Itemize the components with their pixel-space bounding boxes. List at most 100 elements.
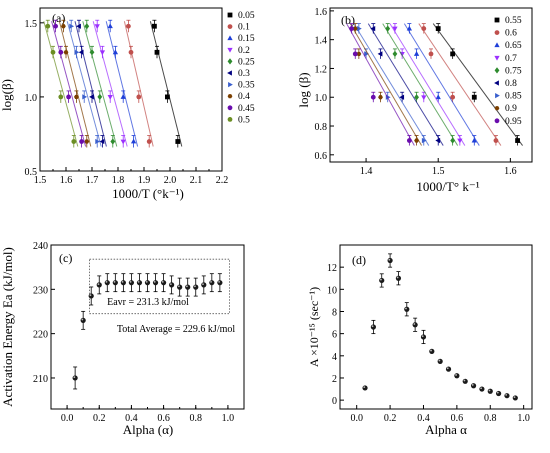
panel-b-ytick-label: 1.2 xyxy=(315,64,328,75)
panel-d-xtick-label: 0.0 xyxy=(350,413,363,424)
panel-a-point xyxy=(89,94,94,100)
panel-c-point-highlight xyxy=(194,285,196,288)
panel-b-legend-label: 0.6 xyxy=(505,29,517,39)
panel-a-xtick-label: 2.0 xyxy=(164,175,177,186)
panel-c-point xyxy=(80,317,86,323)
panel-c-point xyxy=(193,284,199,290)
panel-b-legend-label: 0.7 xyxy=(505,54,517,64)
panel-d-point xyxy=(504,393,510,399)
panel-a-point xyxy=(130,138,137,144)
panel-c-point xyxy=(177,284,183,290)
panel-a-fit-line xyxy=(105,21,139,147)
panel-b-xlabel: 1000/T° k⁻¹ xyxy=(416,179,479,194)
panel-d-point xyxy=(487,388,493,394)
panel-d-point-highlight xyxy=(421,335,424,338)
panel-d-point-highlight xyxy=(446,367,449,370)
panel-a-legend-label: 0.05 xyxy=(238,11,255,21)
panel-a-point xyxy=(146,139,152,144)
panel-d-ytick-label: 10 xyxy=(327,285,337,296)
panel-c-point xyxy=(88,293,94,299)
panel-d-point-highlight xyxy=(363,386,366,389)
panel-a-point xyxy=(94,24,100,30)
panel-c-point xyxy=(128,280,135,286)
panel-a-point xyxy=(128,49,134,55)
panel-d-ytick-label: 12 xyxy=(327,263,337,274)
panel-d-ytick-label: 6 xyxy=(332,330,337,341)
panel-a-fit-line xyxy=(123,21,154,147)
panel-c-xtick-label: 0.2 xyxy=(93,413,106,424)
panel-a-legend-label: 0.4 xyxy=(238,92,250,102)
panel-b-legend-label: 0.85 xyxy=(505,92,522,102)
panel-c-xtick-label: 0.8 xyxy=(190,413,203,424)
panel-d-point-highlight xyxy=(463,379,466,382)
panel-a-legend-label: 0.2 xyxy=(238,46,250,56)
panel-b-legend-marker xyxy=(494,42,500,48)
panel-c-xtick-label: 0.0 xyxy=(61,413,74,424)
panel-b-point xyxy=(352,26,358,31)
panel-c-ytick-label: 240 xyxy=(33,241,48,252)
panel-d-ytick-label: 4 xyxy=(332,352,337,363)
panel-c-point xyxy=(112,280,118,286)
panel-c-point-highlight xyxy=(210,280,212,283)
panel-a-xtick-label: 1.7 xyxy=(86,175,99,186)
panel-a-point xyxy=(82,94,88,100)
panel-c-point-highlight xyxy=(81,318,84,321)
panel-d-point xyxy=(379,277,385,284)
panel-a-fit-line xyxy=(51,21,87,147)
panel-a-xtick-label: 1.6 xyxy=(60,175,73,186)
panel-b-label: (b) xyxy=(341,13,355,27)
panel-c-point-highlight xyxy=(129,280,132,283)
panel-a-fit-line xyxy=(92,21,128,147)
panel-a-fit-line xyxy=(149,21,183,147)
panel-c-point xyxy=(169,282,175,288)
panel-a-legend-label: 0.3 xyxy=(238,69,250,79)
panel-b-point xyxy=(435,26,441,31)
panel-b-ytick-label: 0.8 xyxy=(315,122,328,133)
panel-b-point xyxy=(399,94,405,100)
panel-b-legend-marker xyxy=(494,17,500,23)
panel-c-point-highlight xyxy=(105,280,108,283)
panel-d-point-highlight xyxy=(430,349,432,352)
panel-c-point xyxy=(217,280,223,286)
panel-a-point xyxy=(69,23,75,29)
panel-a-point xyxy=(76,23,81,29)
panel-d-point-highlight xyxy=(405,307,407,310)
panel-a-point xyxy=(89,49,95,56)
panel-b-fit-line xyxy=(349,23,423,146)
panel-a-fit-line xyxy=(58,21,92,147)
panel-d-xtick-label: 0.2 xyxy=(384,413,397,424)
panel-c-point xyxy=(96,282,102,288)
panel-d-point xyxy=(412,322,418,328)
panel-a-frame xyxy=(39,7,223,172)
panel-a-legend-marker xyxy=(227,47,233,53)
panel-c-point-highlight xyxy=(153,280,156,283)
panel-a-fit-line xyxy=(74,21,107,147)
panel-b-point xyxy=(435,137,441,144)
panel-a-ytick-label: 0.5 xyxy=(25,167,38,178)
panel-d-xlabel: Alpha α xyxy=(425,422,467,437)
panel-d-point-highlight xyxy=(513,396,516,399)
panel-c-ytick-label: 220 xyxy=(33,330,48,341)
panel-a-legend-label: 0.35 xyxy=(238,81,255,91)
panel-d-point-highlight xyxy=(438,359,441,362)
panel-b-ytick-label: 0.6 xyxy=(315,151,328,162)
panel-c-point xyxy=(201,282,207,288)
panel-b-legend-label: 0.75 xyxy=(505,66,522,76)
panel-b-point xyxy=(392,50,398,58)
panel-a-point xyxy=(112,49,119,55)
panel-c-point xyxy=(120,280,126,286)
panel-b-ytick-label: 1.4 xyxy=(315,36,328,47)
panel-a-point xyxy=(97,93,103,101)
panel-a-legend-marker xyxy=(227,105,233,111)
panel-b-legend-label: 0.8 xyxy=(505,79,517,89)
panel-b-point xyxy=(392,26,398,32)
panel-b-fit-line xyxy=(432,23,523,146)
panel-d-label: (d) xyxy=(352,253,366,267)
panel-a-xtick-label: 2.1 xyxy=(190,175,203,186)
panel-b-fit-line xyxy=(367,23,444,146)
panel-a-fit-line xyxy=(43,21,79,147)
panel-b-point xyxy=(421,95,427,101)
panel-b-point xyxy=(428,51,434,57)
panel-c-xtick-label: 0.4 xyxy=(125,413,138,424)
panel-a-xtick-label: 2.2 xyxy=(216,175,229,186)
